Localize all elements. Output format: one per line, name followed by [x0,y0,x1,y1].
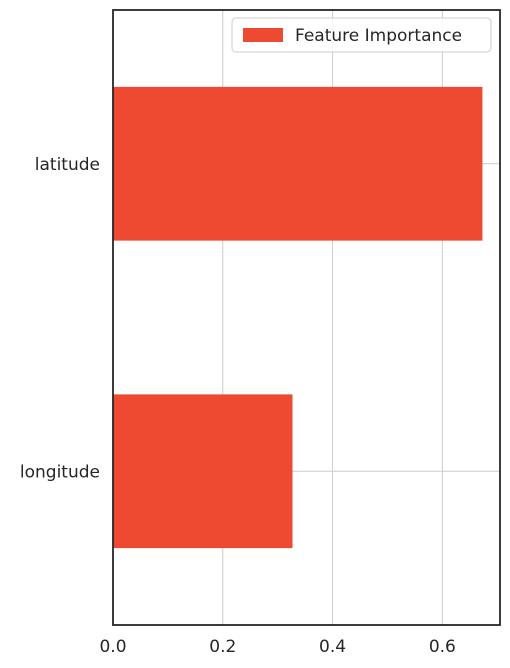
bar-longitude [113,394,293,549]
legend: Feature Importance [231,17,492,53]
plot-frame [112,9,501,626]
x-tick-label: 0.4 [319,637,346,657]
legend-label: Feature Importance [295,26,462,46]
legend-swatch [243,28,283,42]
y-axis-ticks: latitude longitude [20,155,100,483]
legend-box [231,17,492,53]
bars [113,86,483,549]
y-tick-label: latitude [35,155,100,175]
x-tick-label: 0.2 [209,637,236,657]
x-axis-ticks: 0.0 0.2 0.4 0.6 [99,637,455,657]
y-tick-label: longitude [20,462,100,482]
bar-latitude [113,86,483,241]
x-tick-label: 0.6 [429,637,456,657]
x-tick-label: 0.0 [99,637,126,657]
